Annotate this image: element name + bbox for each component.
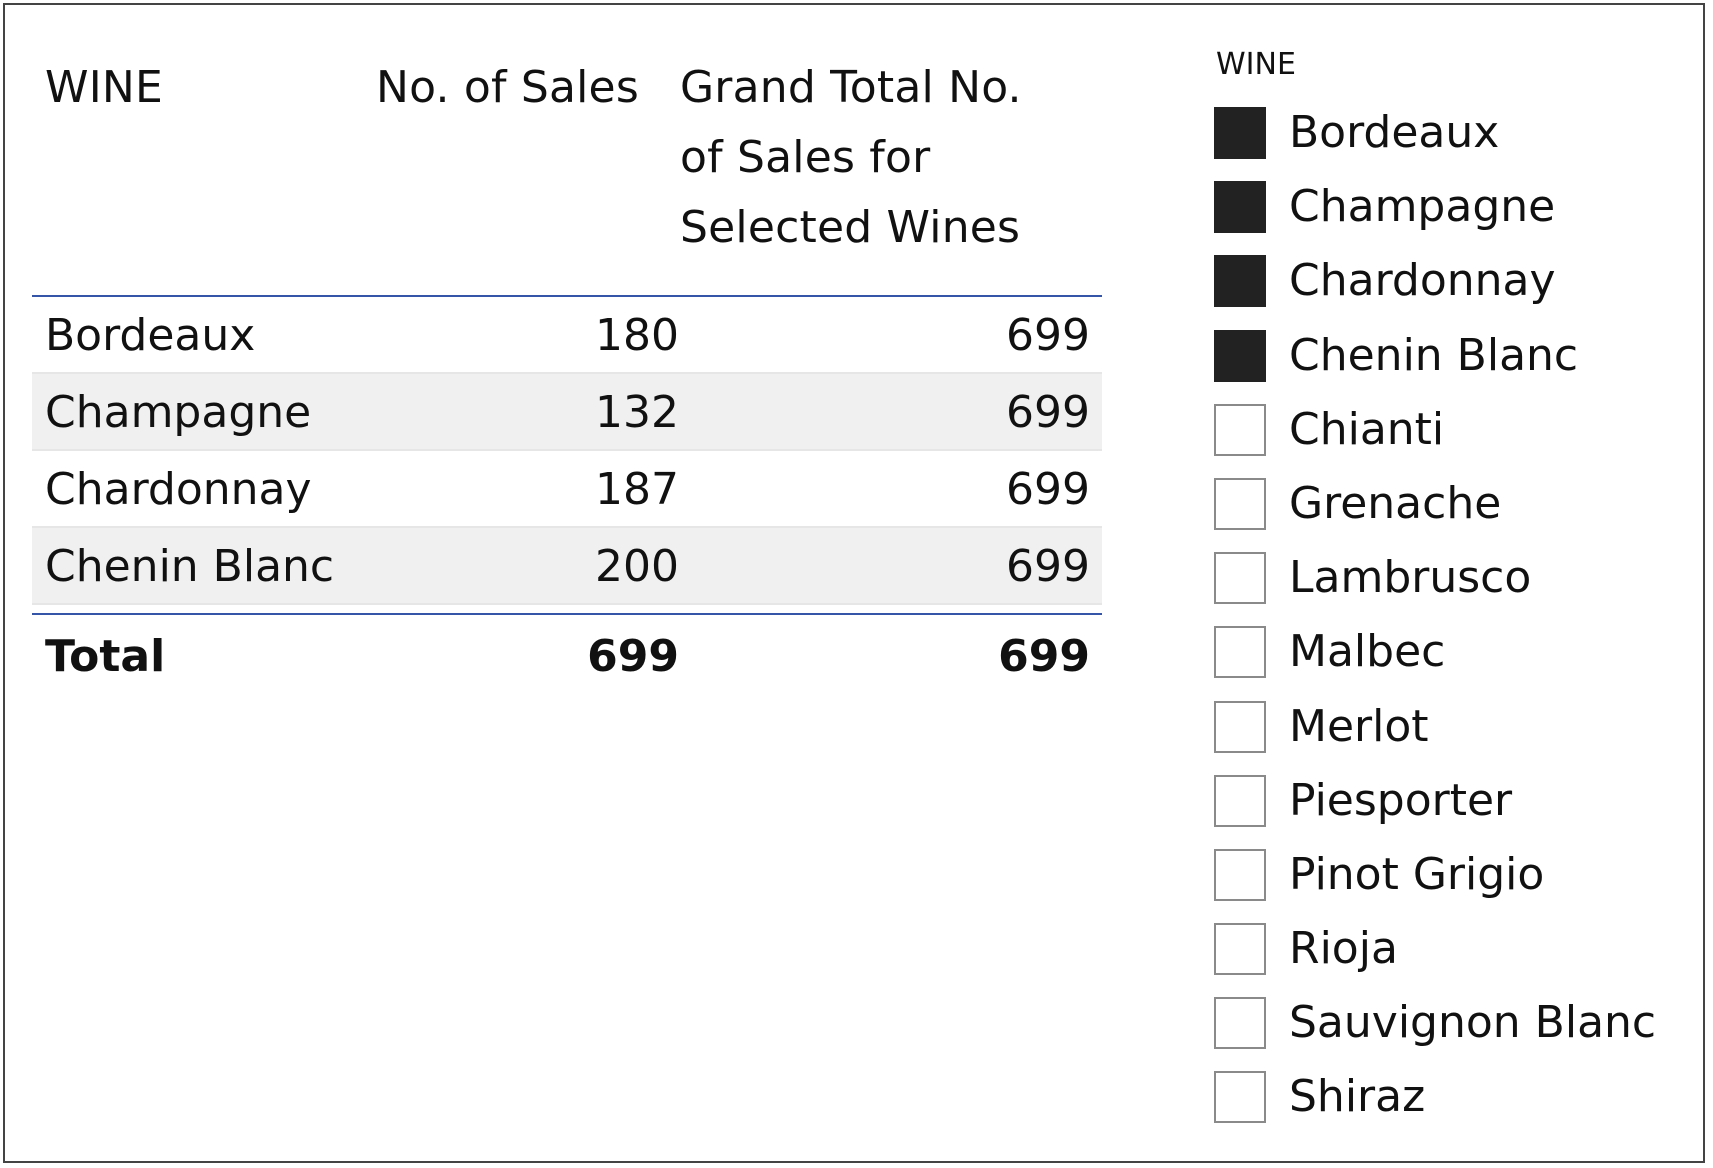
table-header: WINE No. of Sales Grand Total No. of Sal… [32,53,1102,295]
slicer-item[interactable]: Chardonnay [1214,249,1694,323]
slicer-item-label: Lambrusco [1289,552,1532,604]
slicer-item[interactable]: Rioja [1214,917,1694,991]
header-grand-total[interactable]: Grand Total No. of Sales for Selected Wi… [680,62,1022,253]
slicer-item[interactable]: Piesporter [1214,769,1694,843]
unchecked-checkbox-icon[interactable] [1214,774,1266,827]
slicer-item[interactable]: Pinot Grigio [1214,843,1694,917]
total-sales: 699 [587,631,679,682]
cell-wine: Chardonnay [45,464,312,515]
slicer-item[interactable]: Shiraz [1214,1065,1694,1139]
slicer-item[interactable]: Champagne [1214,175,1694,249]
slicer-item-label: Shiraz [1289,1071,1426,1123]
total-divider [32,613,1102,615]
cell-sales: 132 [595,387,679,438]
slicer-list: Bordeaux Champagne Chardonnay Chenin Blanc C… [1214,101,1694,1140]
unchecked-checkbox-icon[interactable] [1214,848,1266,901]
slicer-item[interactable]: Lambrusco [1214,546,1694,620]
table-row[interactable]: Champagne 132 699 [32,374,1102,451]
slicer-item-label: Bordeaux [1289,107,1500,158]
slicer-item-label: Champagne [1289,181,1556,233]
slicer-item-label: Chenin Blanc [1289,329,1579,381]
slicer-item[interactable]: Bordeaux [1214,101,1694,175]
unchecked-checkbox-icon[interactable] [1214,403,1266,456]
cell-grand-total: 699 [1006,387,1090,438]
table-row[interactable]: Bordeaux 180 699 [32,297,1102,374]
cell-grand-total: 699 [1006,310,1090,361]
checked-checkbox-icon[interactable] [1214,329,1266,382]
slicer-item-label: Chianti [1289,403,1445,455]
unchecked-checkbox-icon[interactable] [1214,626,1266,679]
slicer-item-label: Piesporter [1289,774,1513,826]
cell-sales: 187 [595,464,679,515]
cell-sales: 180 [595,310,679,361]
slicer-item[interactable]: Chianti [1214,398,1694,472]
cell-wine: Chenin Blanc [45,541,335,592]
header-divider [32,295,1102,297]
cell-wine: Bordeaux [45,310,256,361]
slicer-item-label: Chardonnay [1289,255,1556,307]
cell-grand-total: 699 [1006,541,1090,592]
slicer-item-label: Merlot [1289,700,1429,752]
header-wine[interactable]: WINE [45,62,163,113]
slicer-title: WINE [1216,47,1296,82]
unchecked-checkbox-icon[interactable] [1214,477,1266,530]
table-body: Bordeaux 180 699 Champagne 132 699 Chard… [32,297,1102,605]
unchecked-checkbox-icon[interactable] [1214,700,1266,753]
slicer-item-label: Sauvignon Blanc [1289,997,1657,1049]
slicer-item-label: Grenache [1289,477,1502,529]
cell-grand-total: 699 [1006,464,1090,515]
unchecked-checkbox-icon[interactable] [1214,552,1266,605]
slicer-item-label: Malbec [1289,626,1446,678]
slicer-item[interactable]: Sauvignon Blanc [1214,991,1694,1065]
slicer-item-label: Pinot Grigio [1289,848,1545,900]
total-grand-total: 699 [998,631,1090,682]
checked-checkbox-icon[interactable] [1214,107,1266,159]
wine-slicer: WINE Bordeaux Champagne Chardonnay Chenin B… [1214,45,1694,1124]
header-no-of-sales[interactable]: No. of Sales [376,62,639,113]
unchecked-checkbox-icon[interactable] [1214,923,1266,976]
checked-checkbox-icon[interactable] [1214,181,1266,234]
table-row[interactable]: Chardonnay 187 699 [32,451,1102,528]
slicer-item[interactable]: Malbec [1214,620,1694,694]
report-canvas: WINE No. of Sales Grand Total No. of Sal… [3,3,1705,1163]
slicer-item-label: Rioja [1289,923,1398,975]
cell-wine: Champagne [45,387,312,438]
cell-sales: 200 [595,541,679,592]
slicer-item[interactable]: Chenin Blanc [1214,324,1694,398]
unchecked-checkbox-icon[interactable] [1214,997,1266,1050]
slicer-item[interactable]: Grenache [1214,472,1694,546]
checked-checkbox-icon[interactable] [1214,255,1266,308]
table-row[interactable]: Chenin Blanc 200 699 [32,528,1102,605]
total-row: Total 699 699 [32,617,1102,697]
slicer-item[interactable]: Merlot [1214,695,1694,769]
total-label: Total [45,631,166,682]
unchecked-checkbox-icon[interactable] [1214,1071,1266,1124]
